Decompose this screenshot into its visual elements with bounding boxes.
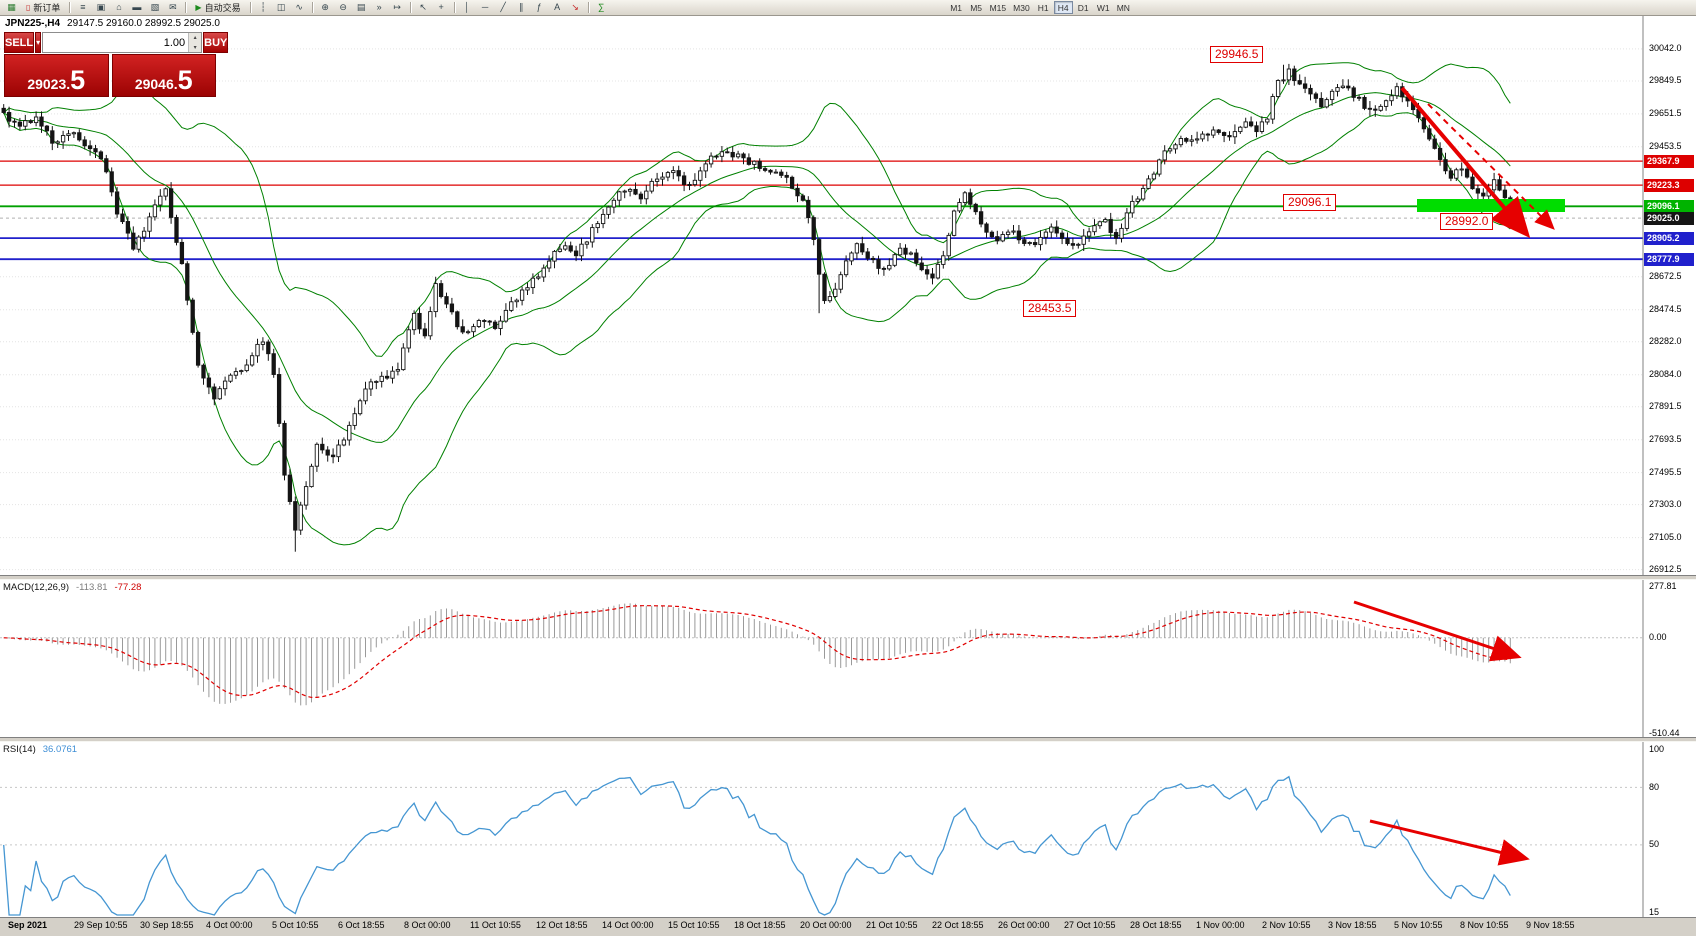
time-axis-strip	[0, 917, 1696, 936]
mail-icon[interactable]: ✉	[169, 2, 177, 12]
rsi-value: 36.0761	[42, 744, 78, 755]
autotrading-button-label: 自动交易	[204, 3, 241, 13]
rsi-indicator	[0, 775, 1643, 916]
zoom-out-icon[interactable]: ⊖	[339, 2, 347, 12]
chart-symbol-label: JPN225-,H4	[5, 18, 61, 29]
price-annotation[interactable]: 28453.5	[1023, 300, 1077, 317]
timeframe-h4[interactable]: H4	[1053, 1, 1073, 14]
macd-header: MACD(12,26,9) -113.81 -77.28	[3, 582, 141, 593]
chart-shift-icon[interactable]: ↦	[393, 2, 401, 12]
toolbar-separator	[69, 2, 71, 13]
timeframe-w1[interactable]: W1	[1096, 2, 1110, 13]
highlight-zone[interactable]	[1417, 199, 1565, 212]
buy-price-pip: 5	[177, 65, 193, 96]
auto-scroll-icon[interactable]: »	[376, 2, 382, 12]
tile-windows-icon[interactable]: ▤	[356, 2, 366, 12]
horizontal-level-lines[interactable]	[0, 160, 1643, 261]
timeframe-m30[interactable]: M30	[1013, 2, 1030, 13]
new-order-icon: ▯	[26, 2, 31, 12]
toolbar-separator	[409, 2, 411, 13]
fibonacci-icon[interactable]: ƒ	[536, 2, 542, 12]
vertical-line-icon[interactable]: │	[464, 2, 470, 12]
toolbar-separator	[249, 2, 251, 13]
new-order-button-label: 新订单	[33, 3, 61, 13]
new-order-button[interactable]: ▯ 新订单	[21, 1, 65, 15]
toolbar-separator	[587, 2, 589, 13]
channel-icon[interactable]: ∥	[518, 2, 524, 12]
macd-indicator	[0, 603, 1643, 706]
zoom-in-icon[interactable]: ⊕	[321, 2, 329, 12]
buy-price-value: 29046.	[134, 75, 178, 92]
data-window-icon[interactable]: ▣	[96, 2, 106, 12]
price-annotation[interactable]: 29946.5	[1210, 46, 1264, 63]
macd-main-value: -113.81	[76, 582, 108, 593]
timeframe-d1[interactable]: D1	[1077, 2, 1089, 13]
toolbar-separator	[311, 2, 313, 13]
cursor-icon[interactable]: ↖	[419, 2, 427, 12]
panel-splitter[interactable]	[0, 737, 1696, 742]
chart-ohlc-values: 29147.5 29160.0 28992.5 29025.0	[67, 18, 220, 29]
toolbar-separator	[185, 2, 187, 13]
timeframe-mn[interactable]: MN	[1116, 2, 1130, 13]
horizontal-line-icon[interactable]: ─	[481, 2, 489, 12]
autotrading-icon: ▶	[195, 2, 202, 12]
toolbar: ▦ ▯ 新订单 ≡ ▣ ⌂ ▬ ▧ ✉ ▶ 自动交易 ┆ ◫ ∿ ⊕ ⊖ ▤ » ↦ ↖ + │ ─ ╱ ∥ ƒ A ↘ ∑ M1 M5 M1…	[0, 0, 1696, 16]
chart-window-icon[interactable]: ▦	[7, 2, 16, 12]
text-label-icon[interactable]: A	[554, 2, 561, 12]
line-chart-mode-icon[interactable]: ∿	[295, 2, 303, 12]
timeframe-m5[interactable]: M5	[970, 2, 982, 13]
volume-stepper: ▴ ▾	[42, 32, 203, 53]
candlesticks	[1, 63, 1513, 552]
indicators-icon[interactable]: ∑	[597, 2, 605, 12]
terminal-icon[interactable]: ▬	[132, 2, 142, 12]
price-annotation[interactable]: 29096.1	[1283, 194, 1337, 211]
bar-chart-mode-icon[interactable]: ┆	[260, 2, 266, 12]
crosshair-icon[interactable]: +	[438, 2, 444, 12]
volume-up-icon[interactable]: ▴	[189, 33, 202, 43]
timeframe-h1[interactable]: H1	[1037, 2, 1049, 13]
navigator-icon[interactable]: ⌂	[116, 2, 122, 12]
candlestick-mode-icon[interactable]: ◫	[276, 2, 286, 12]
buy-button[interactable]: BUY	[203, 32, 229, 53]
arrow-object-icon[interactable]: ↘	[571, 2, 579, 12]
one-click-trade-panel: SELL ▾ ▴ ▾ BUY 29023. 5 29046. 5	[4, 32, 229, 97]
trend-arrows[interactable]	[1353, 86, 1555, 866]
price-annotation[interactable]: 28992.0	[1440, 213, 1494, 230]
trendline-icon[interactable]: ╱	[500, 2, 506, 12]
sell-options-chevron-icon[interactable]: ▾	[35, 32, 42, 53]
sell-button[interactable]: SELL	[4, 32, 35, 53]
panel-splitter[interactable]	[0, 575, 1696, 580]
toolbar-separator	[453, 2, 455, 13]
timeframe-m1[interactable]: M1	[950, 2, 962, 13]
macd-label: MACD(12,26,9)	[3, 582, 69, 593]
sell-price-button[interactable]: 29023. 5	[4, 54, 109, 97]
autotrading-button[interactable]: ▶ 自动交易	[190, 1, 245, 15]
timeframe-m15[interactable]: M15	[989, 2, 1007, 13]
strategy-tester-icon[interactable]: ▧	[150, 2, 160, 12]
sell-price-pip: 5	[70, 65, 86, 96]
volume-input[interactable]	[43, 33, 189, 52]
rsi-label: RSI(14)	[3, 744, 36, 755]
buy-price-button[interactable]: 29046. 5	[111, 54, 216, 97]
volume-down-icon[interactable]: ▾	[189, 42, 202, 52]
macd-signal-value: -77.28	[114, 582, 142, 593]
sell-price-value: 29023.	[27, 75, 71, 92]
market-watch-icon[interactable]: ≡	[80, 2, 86, 12]
rsi-header: RSI(14) 36.0761	[3, 744, 77, 755]
chart-title: JPN225-,H4 29147.5 29160.0 28992.5 29025.…	[5, 18, 220, 29]
bollinger-bands	[3, 62, 1511, 546]
